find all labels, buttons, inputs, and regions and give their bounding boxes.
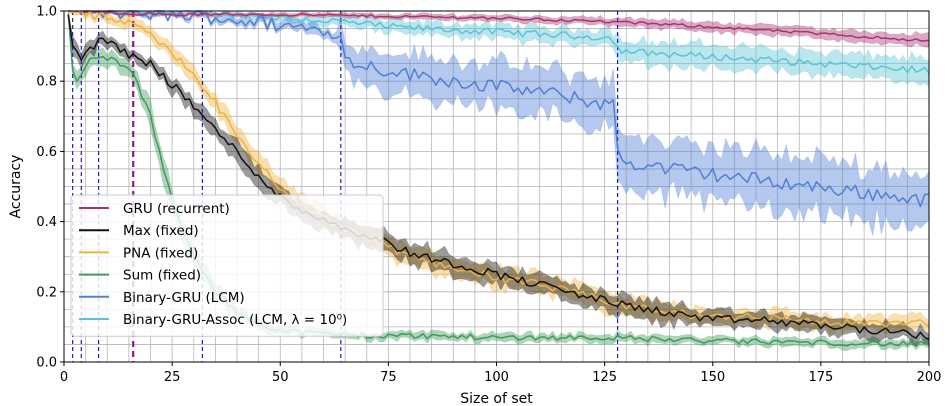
legend-label-2: PNA (fixed) [123,245,198,261]
legend: GRU (recurrent) Max (fixed) PNA (fixed) Sum… [70,194,384,337]
y-tick-label: 0.4 [36,215,57,230]
legend-label-5: Binary-GRU-Assoc (LCM, λ = 10⁰) [123,312,347,328]
axis-ticks: 0 25 50 75 100 125 150 175 200 0.0 0.2 0.4 0.6 0.8 1.0 [36,5,941,386]
x-tick-label: 75 [380,370,397,385]
grid [63,10,930,363]
x-tick-label: 175 [808,370,833,385]
x-tick-label: 100 [484,370,509,385]
legend-label-4: Binary-GRU (LCM) [123,290,245,306]
series-line-2 [68,10,930,329]
x-tick-label: 25 [164,370,181,385]
legend-box [70,194,384,337]
series-line-4 [68,10,930,208]
y-tick-label: 0.2 [36,285,57,300]
y-tick-label: 0.6 [36,145,57,160]
series-line-5 [68,10,930,74]
x-tick-label: 0 [60,370,68,385]
y-axis-label: Accuracy [8,155,24,219]
legend-label-0: GRU (recurrent) [123,201,230,217]
legend-label-1: Max (fixed) [123,223,199,239]
x-axis-label: Size of set [460,391,533,406]
series-lines [67,10,930,348]
x-tick-label: 200 [917,370,942,385]
x-tick-label: 50 [272,370,289,385]
x-tick-label: 125 [592,370,617,385]
x-tick-label: 150 [700,370,725,385]
series-line-1 [67,14,930,341]
y-tick-label: 1.0 [36,5,57,20]
series-line-0 [68,10,930,42]
y-tick-label: 0.8 [36,75,57,90]
legend-label-3: Sum (fixed) [123,268,201,284]
y-tick-label: 0.0 [36,356,57,371]
